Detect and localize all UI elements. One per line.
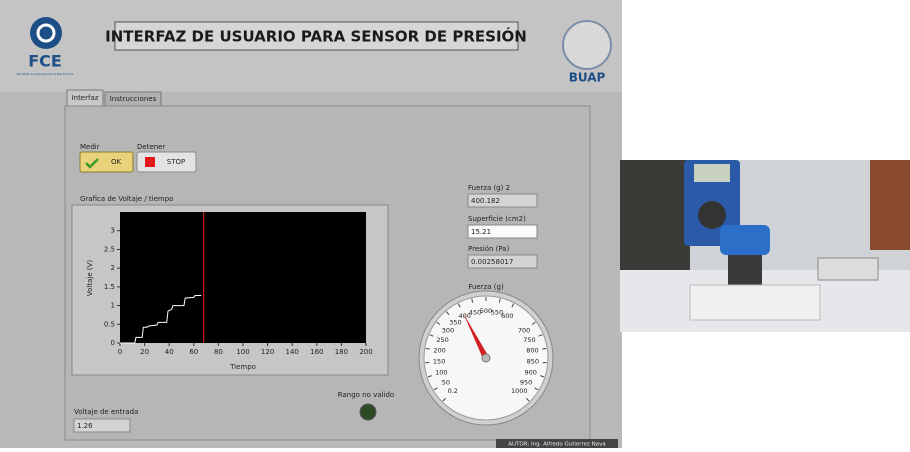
logo-right-text: BUAP	[569, 71, 606, 85]
indicator-value: 0.00258017	[471, 258, 513, 266]
photo-shadow	[620, 160, 690, 270]
gauge-tick	[426, 348, 430, 349]
gauge-tick-label: 150	[433, 358, 445, 366]
photo-wall	[870, 160, 910, 250]
button-caption: Medir	[80, 143, 100, 151]
input-value: 1.26	[77, 422, 93, 430]
x-tick-label: 160	[310, 348, 323, 356]
photo-sensor	[728, 255, 762, 285]
led	[360, 404, 376, 420]
gauge-tick-label: 850	[527, 358, 539, 366]
logo-left-text: FCE	[28, 52, 62, 71]
x-tick-label: 100	[236, 348, 249, 356]
title: INTERFAZ DE USUARIO PARA SENSOR DE PRESI…	[105, 27, 527, 46]
photo-breadboard	[690, 285, 820, 320]
photo-board	[818, 258, 878, 280]
x-tick-label: 60	[189, 348, 198, 356]
gauge-tick-label: 950	[520, 379, 532, 387]
gauge-tick-label: 300	[442, 326, 454, 334]
indicator-label: Superficie (cm2)	[468, 215, 526, 223]
indicator-label: Presión (Pa)	[468, 245, 510, 253]
gauge-tick-label: 600	[501, 312, 513, 320]
gauge-tick-label: 50	[442, 379, 450, 387]
gauge-pivot	[482, 354, 490, 362]
gauge-tick-label: 900	[524, 369, 536, 377]
x-tick-label: 20	[140, 348, 149, 356]
led-label: Rango no valido	[338, 391, 394, 399]
ok-button[interactable]	[80, 152, 133, 172]
indicator-value: 400.182	[471, 197, 500, 205]
y-tick-label: 0.5	[104, 320, 115, 328]
y-tick-label: 1.5	[104, 283, 115, 291]
x-tick-label: 80	[214, 348, 223, 356]
photo-dial	[698, 201, 726, 229]
logo-right-seal	[563, 21, 611, 69]
x-tick-label: 180	[335, 348, 348, 356]
x-tick-label: 200	[359, 348, 372, 356]
x-tick-label: 120	[261, 348, 274, 356]
gauge-tick-label: 200	[433, 347, 445, 355]
gauge-tick-label: 100	[435, 369, 447, 377]
gauge-label: Fuerza (g)	[468, 283, 504, 291]
stop-icon	[145, 157, 155, 167]
y-tick-label: 2.5	[104, 245, 115, 253]
y-tick-label: 3	[111, 227, 115, 235]
gauge-tick-label: 700	[518, 326, 530, 334]
y-tick-label: 2	[111, 264, 115, 272]
ok-label: OK	[111, 158, 122, 166]
logo-left-sub: Facultad de Ciencias de la Electrónica	[17, 72, 74, 76]
x-tick-label: 140	[286, 348, 299, 356]
graph-title: Grafica de Voltaje / tiempo	[80, 195, 173, 203]
y-axis-label: Voltaje (V)	[86, 260, 94, 297]
photo-weights	[720, 225, 770, 255]
indicator-label: Fuerza (g) 2	[468, 184, 510, 192]
gauge-tick-label: 0.2	[448, 387, 458, 395]
stop-label: STOP	[167, 158, 185, 166]
logo-left-icon	[30, 17, 62, 49]
photo-display	[694, 164, 730, 182]
indicator-value: 15.21	[471, 228, 491, 236]
y-tick-label: 1	[111, 302, 115, 310]
gauge-tick-label: 1000	[511, 387, 528, 395]
gauge-tick-label: 250	[436, 336, 448, 344]
gauge-tick-label: 750	[523, 336, 535, 344]
button-caption: Detener	[137, 143, 165, 151]
x-tick-label: 0	[118, 348, 122, 356]
gauge-tick	[542, 348, 546, 349]
x-tick-label: 40	[165, 348, 174, 356]
tab-label: Interfaz	[72, 94, 99, 102]
tab-label: Instrucciones	[110, 95, 157, 103]
footer: AUTOR: Ing. Alfredo Gutierrez Nava	[508, 442, 605, 448]
gauge-tick-label: 800	[526, 347, 538, 355]
input-label: Voltaje de entrada	[74, 408, 138, 416]
x-axis-label: Tiempo	[229, 363, 256, 371]
plot-area	[120, 212, 366, 343]
y-tick-label: 0	[111, 339, 115, 347]
